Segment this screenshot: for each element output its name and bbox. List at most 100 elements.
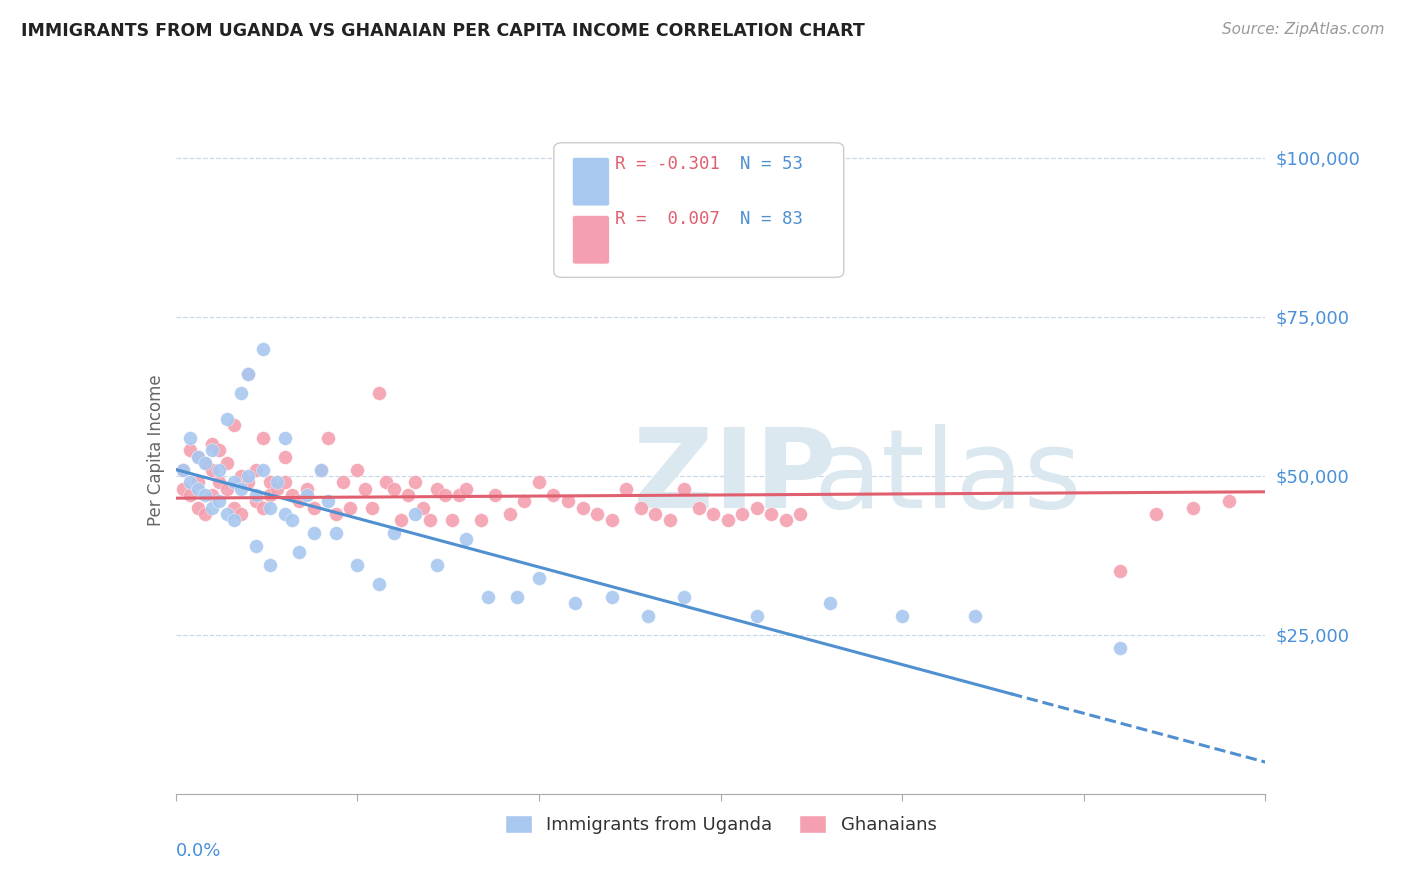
Text: atlas: atlas [813, 425, 1081, 532]
Text: ZIP: ZIP [633, 425, 837, 532]
Point [266, 475, 288, 490]
Point [389, 513, 412, 527]
Point [396, 488, 419, 502]
Point [346, 558, 368, 572]
Point [302, 500, 325, 515]
Point [368, 577, 391, 591]
Point [775, 513, 797, 527]
Point [382, 482, 405, 496]
Point [252, 462, 274, 476]
Point [186, 482, 209, 496]
Point [222, 513, 245, 527]
Point [325, 507, 347, 521]
Text: R =  0.007: R = 0.007 [614, 211, 720, 228]
Point [318, 494, 340, 508]
Point [179, 488, 201, 502]
FancyBboxPatch shape [572, 216, 609, 264]
Point [231, 469, 253, 483]
Point [586, 507, 609, 521]
Point [194, 507, 217, 521]
Point [215, 411, 238, 425]
Point [506, 590, 529, 604]
Point [717, 513, 740, 527]
Point [745, 500, 768, 515]
Point [288, 494, 311, 508]
Point [201, 437, 224, 451]
Point [1218, 494, 1240, 508]
Point [440, 513, 463, 527]
Point [426, 558, 449, 572]
Point [963, 608, 986, 623]
Text: 0.0%: 0.0% [176, 842, 221, 860]
Point [637, 608, 659, 623]
Point [368, 386, 391, 401]
Point [426, 482, 449, 496]
Point [658, 513, 681, 527]
Point [309, 462, 332, 476]
Point [259, 558, 281, 572]
Text: N = 83: N = 83 [740, 211, 803, 228]
Point [238, 367, 260, 381]
Point [564, 596, 586, 610]
Point [382, 526, 405, 541]
Point [259, 475, 281, 490]
Point [1181, 500, 1204, 515]
Y-axis label: Per Capita Income: Per Capita Income [146, 375, 165, 526]
Point [201, 443, 224, 458]
Point [600, 590, 623, 604]
Point [186, 500, 209, 515]
Text: Source: ZipAtlas.com: Source: ZipAtlas.com [1222, 22, 1385, 37]
Point [179, 431, 201, 445]
Point [433, 488, 456, 502]
Point [325, 526, 347, 541]
Point [543, 488, 565, 502]
Point [614, 482, 637, 496]
Point [259, 488, 281, 502]
Legend: Immigrants from Uganda, Ghanaians: Immigrants from Uganda, Ghanaians [495, 805, 946, 843]
Point [252, 342, 274, 356]
Text: N = 53: N = 53 [740, 155, 803, 173]
Point [318, 431, 340, 445]
Point [222, 475, 245, 490]
Point [245, 539, 267, 553]
Point [527, 475, 550, 490]
Point [231, 507, 253, 521]
Point [194, 456, 217, 470]
Point [259, 500, 281, 515]
Point [499, 507, 522, 521]
Point [288, 545, 311, 559]
Point [201, 462, 224, 476]
Point [789, 507, 811, 521]
Point [238, 475, 260, 490]
Point [208, 443, 231, 458]
Point [295, 482, 318, 496]
Point [238, 367, 260, 381]
Point [571, 500, 593, 515]
Point [673, 590, 696, 604]
Point [405, 507, 427, 521]
Point [274, 507, 297, 521]
Point [447, 488, 470, 502]
Point [891, 608, 914, 623]
Point [745, 608, 768, 623]
Point [281, 513, 304, 527]
Point [252, 500, 274, 515]
Point [231, 482, 253, 496]
Point [245, 462, 267, 476]
Point [477, 590, 499, 604]
Text: IMMIGRANTS FROM UGANDA VS GHANAIAN PER CAPITA INCOME CORRELATION CHART: IMMIGRANTS FROM UGANDA VS GHANAIAN PER C… [21, 22, 865, 40]
Point [456, 482, 478, 496]
Point [688, 500, 710, 515]
Point [339, 500, 361, 515]
Point [1109, 564, 1132, 578]
Point [761, 507, 783, 521]
Point [346, 462, 368, 476]
Point [419, 513, 441, 527]
Point [274, 475, 297, 490]
Point [186, 450, 209, 464]
Point [208, 494, 231, 508]
Point [731, 507, 754, 521]
Point [702, 507, 724, 521]
Point [527, 571, 550, 585]
Text: R = -0.301: R = -0.301 [614, 155, 720, 173]
